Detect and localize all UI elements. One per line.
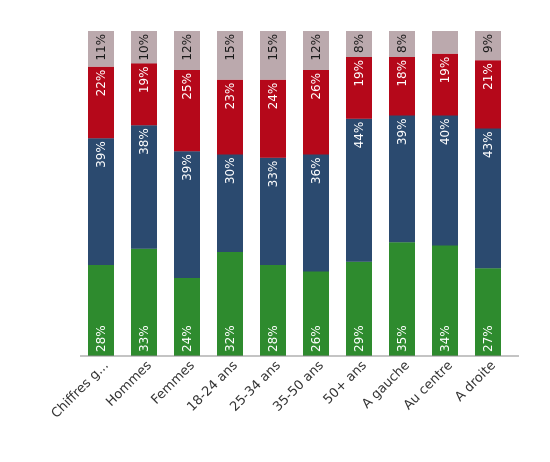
bar-segment-9-1 <box>475 128 501 269</box>
bar-segment-7-0 <box>389 242 415 356</box>
bar-segment-4-1 <box>260 157 286 265</box>
bar-segment-0-3 <box>88 31 114 67</box>
bar-segment-9-3 <box>475 31 501 61</box>
bar-segment-2-2 <box>174 70 200 152</box>
bar-segment-8-0 <box>432 245 458 356</box>
bar-segment-3-2 <box>217 79 243 155</box>
data-label-4-3: 15% <box>266 34 280 61</box>
bar-segment-7-1 <box>389 115 415 243</box>
bar-segment-6-0 <box>346 261 372 356</box>
data-label-2-0: 24% <box>180 325 194 352</box>
data-label-5-0: 26% <box>309 325 323 352</box>
data-label-0-0: 28% <box>94 325 108 352</box>
data-label-4-2: 24% <box>266 83 280 110</box>
bar-segment-1-0 <box>131 248 157 356</box>
bar-segment-1-2 <box>131 63 157 126</box>
data-label-0-3: 11% <box>94 34 108 61</box>
data-label-3-0: 32% <box>223 325 237 352</box>
data-label-5-1: 36% <box>309 158 323 185</box>
data-label-6-0: 29% <box>352 325 366 352</box>
category-label-9: A droite <box>452 358 499 405</box>
data-label-0-1: 39% <box>94 141 108 168</box>
bar-segment-7-3 <box>389 31 415 57</box>
data-label-7-1: 39% <box>395 119 409 146</box>
bar-segment-5-0 <box>303 271 329 356</box>
data-label-2-1: 39% <box>180 154 194 181</box>
bar-segment-5-1 <box>303 154 329 272</box>
data-label-1-0: 33% <box>137 325 151 352</box>
data-label-5-2: 26% <box>309 73 323 100</box>
bar-segment-3-1 <box>217 154 243 252</box>
bar-segment-7-2 <box>389 57 415 116</box>
data-label-2-3: 12% <box>180 34 194 61</box>
data-label-6-3: 8% <box>352 34 366 53</box>
data-label-1-1: 38% <box>137 128 151 155</box>
data-label-8-0: 34% <box>438 325 452 352</box>
bar-segment-6-3 <box>346 31 372 57</box>
bar-segment-4-0 <box>260 265 286 356</box>
data-label-3-1: 30% <box>223 158 237 185</box>
bar-segment-0-2 <box>88 66 114 139</box>
data-label-1-2: 19% <box>137 67 151 94</box>
data-label-9-2: 21% <box>481 63 495 90</box>
data-label-9-0: 27% <box>481 325 495 352</box>
bar-segment-8-3 <box>432 31 458 54</box>
category-label-1: Hommes <box>103 358 155 410</box>
data-label-6-2: 19% <box>352 60 366 87</box>
bars-group: 28% 39% 22% 11% 33% 38% 19% 10% 24% 39% 25% 12% 32% 3… <box>88 31 501 356</box>
bar-segment-2-0 <box>174 278 200 356</box>
bar-segment-0-1 <box>88 138 114 265</box>
data-label-7-3: 8% <box>395 34 409 53</box>
bar-segment-3-0 <box>217 252 243 356</box>
category-label-0: Chiffres g... <box>49 358 112 421</box>
data-label-4-0: 28% <box>266 325 280 352</box>
bar-segment-5-2 <box>303 70 329 155</box>
data-label-8-2: 19% <box>438 57 452 84</box>
data-label-7-2: 18% <box>395 60 409 87</box>
bar-segment-6-2 <box>346 57 372 119</box>
bar-segment-0-0 <box>88 265 114 356</box>
bar-segment-1-1 <box>131 125 157 249</box>
data-label-9-1: 43% <box>481 132 495 159</box>
data-label-2-2: 25% <box>180 73 194 100</box>
bar-segment-9-0 <box>475 268 501 356</box>
data-label-6-1: 44% <box>352 122 366 149</box>
bar-segment-9-2 <box>475 60 501 129</box>
data-label-7-0: 35% <box>395 325 409 352</box>
data-label-4-1: 33% <box>266 161 280 188</box>
data-label-1-3: 10% <box>137 34 151 61</box>
bar-segment-5-3 <box>303 31 329 70</box>
data-label-3-3: 15% <box>223 34 237 61</box>
bar-segment-2-1 <box>174 151 200 278</box>
bar-segment-1-3 <box>131 31 157 64</box>
data-label-5-3: 12% <box>309 34 323 61</box>
data-label-9-3: 9% <box>481 34 495 53</box>
data-label-8-1: 40% <box>438 119 452 146</box>
data-label-0-2: 22% <box>94 70 108 97</box>
bar-segment-8-2 <box>432 53 458 116</box>
bar-segment-4-2 <box>260 79 286 158</box>
bar-segment-2-3 <box>174 31 200 70</box>
bar-segment-8-1 <box>432 115 458 246</box>
bar-segment-3-3 <box>217 31 243 80</box>
bar-segment-4-3 <box>260 31 286 80</box>
data-label-3-2: 23% <box>223 83 237 110</box>
bar-segment-6-1 <box>346 118 372 262</box>
